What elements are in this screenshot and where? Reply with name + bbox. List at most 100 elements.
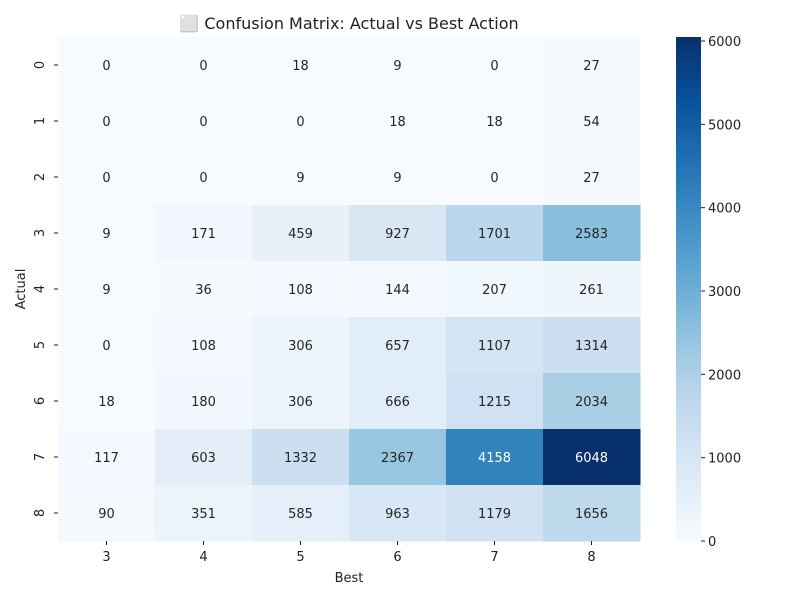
heatmap-cell <box>155 149 253 206</box>
cell-value-label: 306 <box>288 339 313 354</box>
cell-value-label: 27 <box>583 59 600 74</box>
heatmap-cell <box>252 93 350 150</box>
heatmap-cell <box>155 373 253 430</box>
cell-value-label: 585 <box>288 507 313 522</box>
x-tick-label: 7 <box>490 550 498 565</box>
cell-value-label: 207 <box>482 283 507 298</box>
cell-value-label: 9 <box>102 227 110 242</box>
heatmap-cell <box>155 429 253 486</box>
heatmap-cell <box>349 149 447 206</box>
cell-value-label: 0 <box>296 115 304 130</box>
cell-value-label: 1332 <box>284 451 317 466</box>
heatmap-cell <box>155 317 253 374</box>
heatmap-cell <box>252 429 350 486</box>
heatmap-cell <box>543 37 641 94</box>
cell-value-label: 90 <box>98 507 115 522</box>
cell-value-label: 0 <box>199 115 207 130</box>
heatmap-cell <box>155 261 253 318</box>
cell-value-label: 180 <box>191 395 216 410</box>
cell-value-label: 9 <box>393 171 401 186</box>
cell-value-label: 0 <box>199 59 207 74</box>
heatmap-cell <box>252 261 350 318</box>
heatmap-cell <box>446 37 544 94</box>
cell-value-label: 2583 <box>575 227 608 242</box>
heatmap-cell <box>543 93 641 150</box>
heatmap-cell <box>446 149 544 206</box>
cell-value-label: 603 <box>191 451 216 466</box>
cell-value-label: 666 <box>385 395 410 410</box>
cell-value-label: 351 <box>191 507 216 522</box>
y-tick-label: 6 <box>33 397 48 405</box>
heatmap-cell <box>349 373 447 430</box>
x-tick-label: 4 <box>199 550 207 565</box>
x-axis-label: Best <box>335 571 364 586</box>
y-tick-label: 4 <box>33 285 48 293</box>
heatmap-cell <box>252 373 350 430</box>
y-tick-label: 8 <box>33 509 48 517</box>
heatmap-cell <box>349 93 447 150</box>
cell-value-label: 0 <box>490 171 498 186</box>
heatmap-cell <box>543 317 641 374</box>
y-tick-label: 2 <box>33 173 48 181</box>
x-tick-label: 6 <box>393 550 401 565</box>
cell-value-label: 2034 <box>575 395 608 410</box>
cell-value-label: 0 <box>490 59 498 74</box>
heatmap-cell <box>349 205 447 262</box>
cell-value-label: 108 <box>288 283 313 298</box>
cell-value-label: 657 <box>385 339 410 354</box>
cell-value-label: 0 <box>102 115 110 130</box>
colorbar-tick-label: 2000 <box>708 368 741 383</box>
y-tick-label: 7 <box>33 453 48 461</box>
heatmap-cell <box>349 261 447 318</box>
colorbar-tick-label: 1000 <box>708 452 741 467</box>
colorbar-tick-label: 0 <box>708 535 716 550</box>
cell-value-label: 18 <box>389 115 406 130</box>
cell-value-label: 306 <box>288 395 313 410</box>
colorbar-tick-label: 6000 <box>708 35 741 50</box>
cell-value-label: 171 <box>191 227 216 242</box>
cell-value-label: 108 <box>191 339 216 354</box>
y-tick-label: 3 <box>33 229 48 237</box>
cell-value-label: 4158 <box>478 451 511 466</box>
cell-value-label: 1314 <box>575 339 608 354</box>
heatmap-cell <box>349 429 447 486</box>
x-axis: 3 4 5 6 7 8 <box>102 541 596 565</box>
cell-value-label: 0 <box>102 339 110 354</box>
heatmap-cell <box>446 261 544 318</box>
cell-value-label: 0 <box>199 171 207 186</box>
heatmap-cell <box>543 373 641 430</box>
heatmap-cell <box>58 149 156 206</box>
cell-value-label: 144 <box>385 283 410 298</box>
cell-value-label: 9 <box>296 171 304 186</box>
heatmap-cell <box>252 317 350 374</box>
heatmap-cell <box>446 429 544 486</box>
cell-value-label: 18 <box>486 115 503 130</box>
heatmap-cell <box>58 317 156 374</box>
cell-value-label: 36 <box>195 283 212 298</box>
cell-value-label: 18 <box>98 395 115 410</box>
cell-value-label: 261 <box>579 283 604 298</box>
heatmap-cell <box>252 37 350 94</box>
cell-value-label: 18 <box>292 59 309 74</box>
heatmap-cell <box>58 373 156 430</box>
x-tick-label: 8 <box>587 550 595 565</box>
heatmap-cell <box>446 373 544 430</box>
heatmap-cell <box>252 149 350 206</box>
cell-value-label: 1107 <box>478 339 511 354</box>
heatmap-cell <box>58 93 156 150</box>
heatmap-cell <box>349 485 447 542</box>
y-tick-label: 0 <box>33 61 48 69</box>
heatmap-cell <box>155 485 253 542</box>
cell-value-label: 9 <box>102 283 110 298</box>
heatmap-cell <box>543 485 641 542</box>
heatmap-cell <box>446 93 544 150</box>
colorbar-gradient <box>676 37 701 541</box>
heatmap-cell <box>155 37 253 94</box>
colorbar-tick-label: 3000 <box>708 285 741 300</box>
heatmap-cell <box>155 93 253 150</box>
heatmap-cell <box>58 261 156 318</box>
cell-value-label: 2367 <box>381 451 414 466</box>
heatmap-cells: 0 0 18 9 0 270 0 0 18 18 540 0 9 9 0 279 171 459 927 1701 25… <box>58 37 641 542</box>
cell-value-label: 54 <box>583 115 600 130</box>
